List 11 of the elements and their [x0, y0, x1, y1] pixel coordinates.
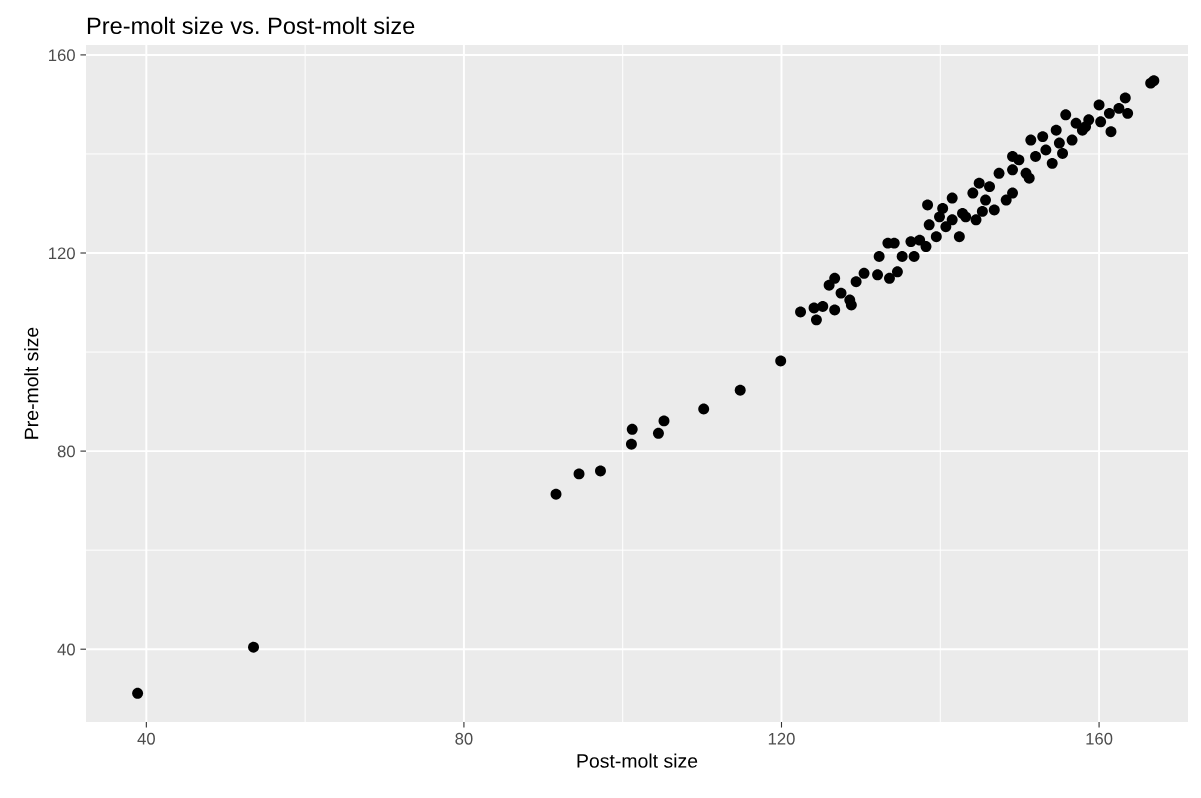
x-tick-label: 160: [1086, 732, 1113, 745]
y-tick-label: 80: [57, 445, 75, 458]
y-tick-label: 40: [57, 643, 75, 656]
x-tick-label: 40: [137, 732, 155, 745]
y-tick-label: 160: [49, 49, 75, 62]
x-tick-label: 120: [768, 732, 795, 745]
x-axis-title: Post-molt size: [577, 753, 698, 768]
y-tick-label: 120: [49, 247, 75, 260]
x-tick-label: 80: [455, 732, 473, 745]
chart-title: Pre-molt size vs. Post-molt size: [87, 16, 415, 35]
y-axis-title: Pre-molt size: [24, 327, 39, 439]
